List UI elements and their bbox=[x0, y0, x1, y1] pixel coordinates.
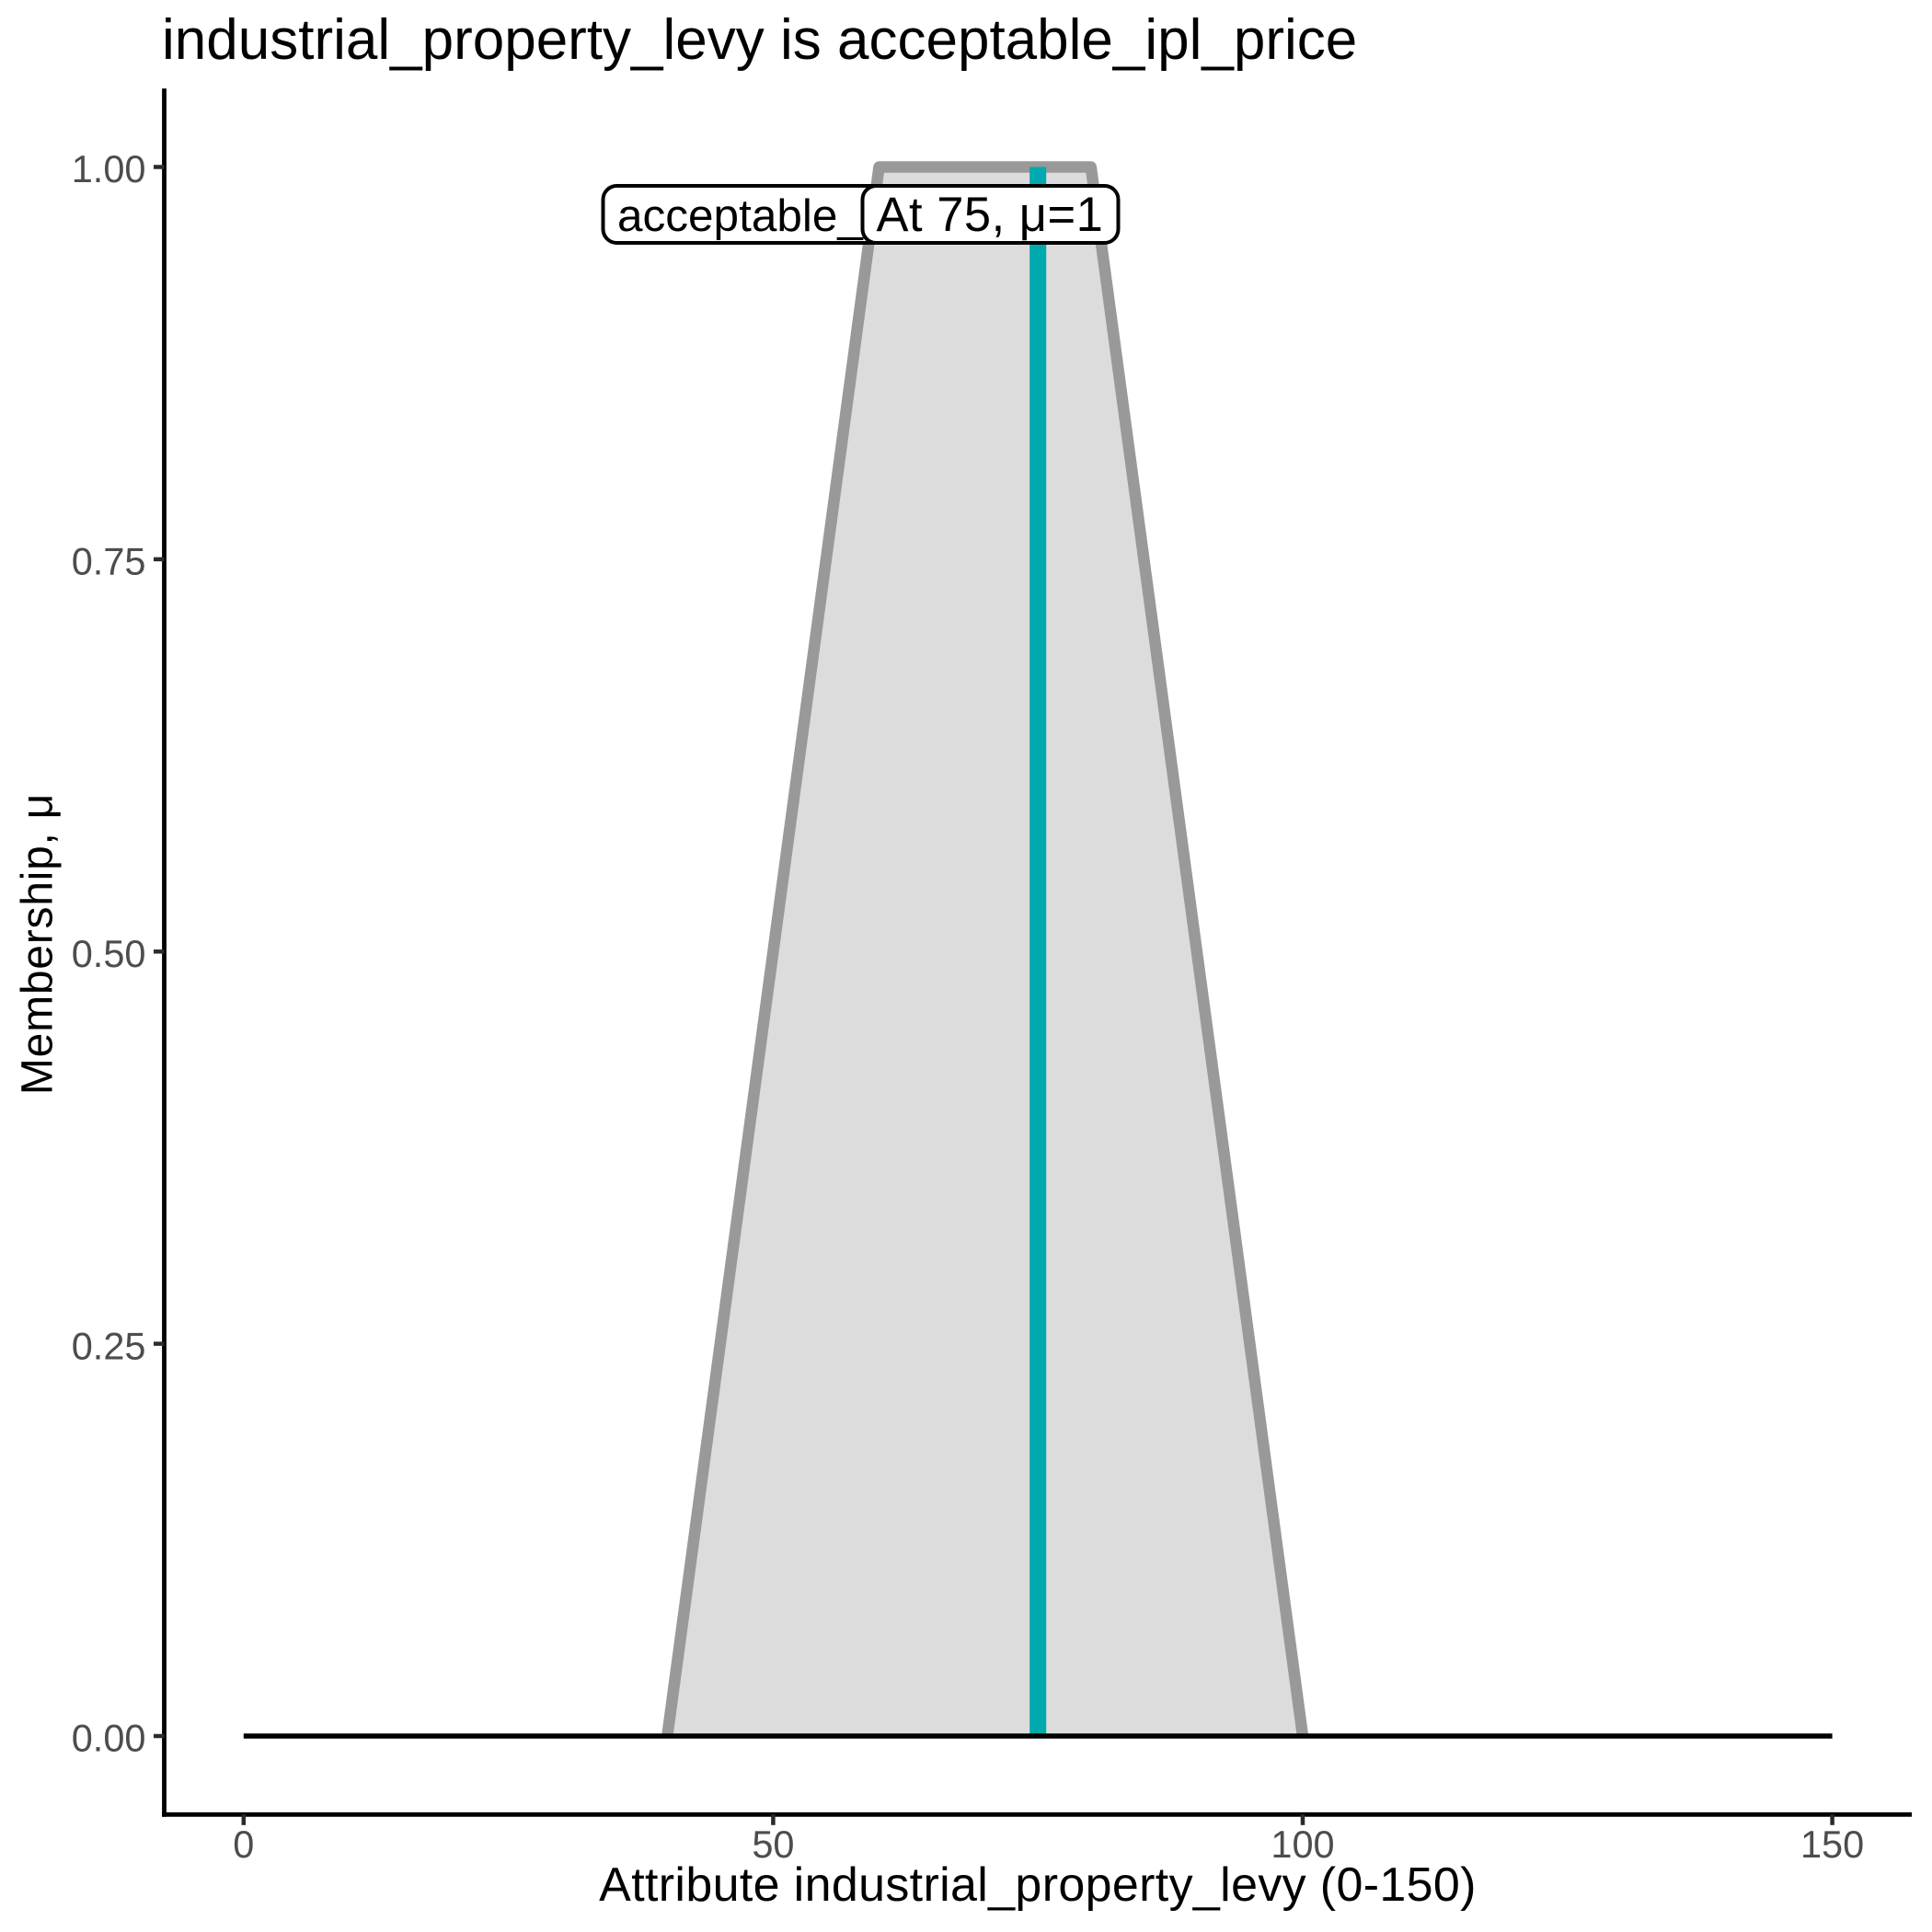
svg-text:0: 0 bbox=[233, 1823, 254, 1866]
svg-text:150: 150 bbox=[1800, 1823, 1864, 1866]
svg-text:Attribute industrial_property_: Attribute industrial_property_levy (0-15… bbox=[599, 1858, 1477, 1912]
svg-text:Membership, μ: Membership, μ bbox=[14, 793, 63, 1095]
svg-text:0.50: 0.50 bbox=[72, 932, 146, 975]
svg-text:1.00: 1.00 bbox=[72, 147, 146, 190]
svg-text:0.25: 0.25 bbox=[72, 1324, 146, 1367]
svg-text:industrial_property_levy is ac: industrial_property_levy is acceptable_i… bbox=[162, 8, 1357, 72]
svg-text:50: 50 bbox=[752, 1823, 794, 1866]
svg-text:100: 100 bbox=[1271, 1823, 1334, 1866]
svg-text:At 75, μ=1: At 75, μ=1 bbox=[877, 188, 1104, 242]
svg-text:0.00: 0.00 bbox=[72, 1717, 146, 1760]
svg-text:0.75: 0.75 bbox=[72, 540, 146, 583]
